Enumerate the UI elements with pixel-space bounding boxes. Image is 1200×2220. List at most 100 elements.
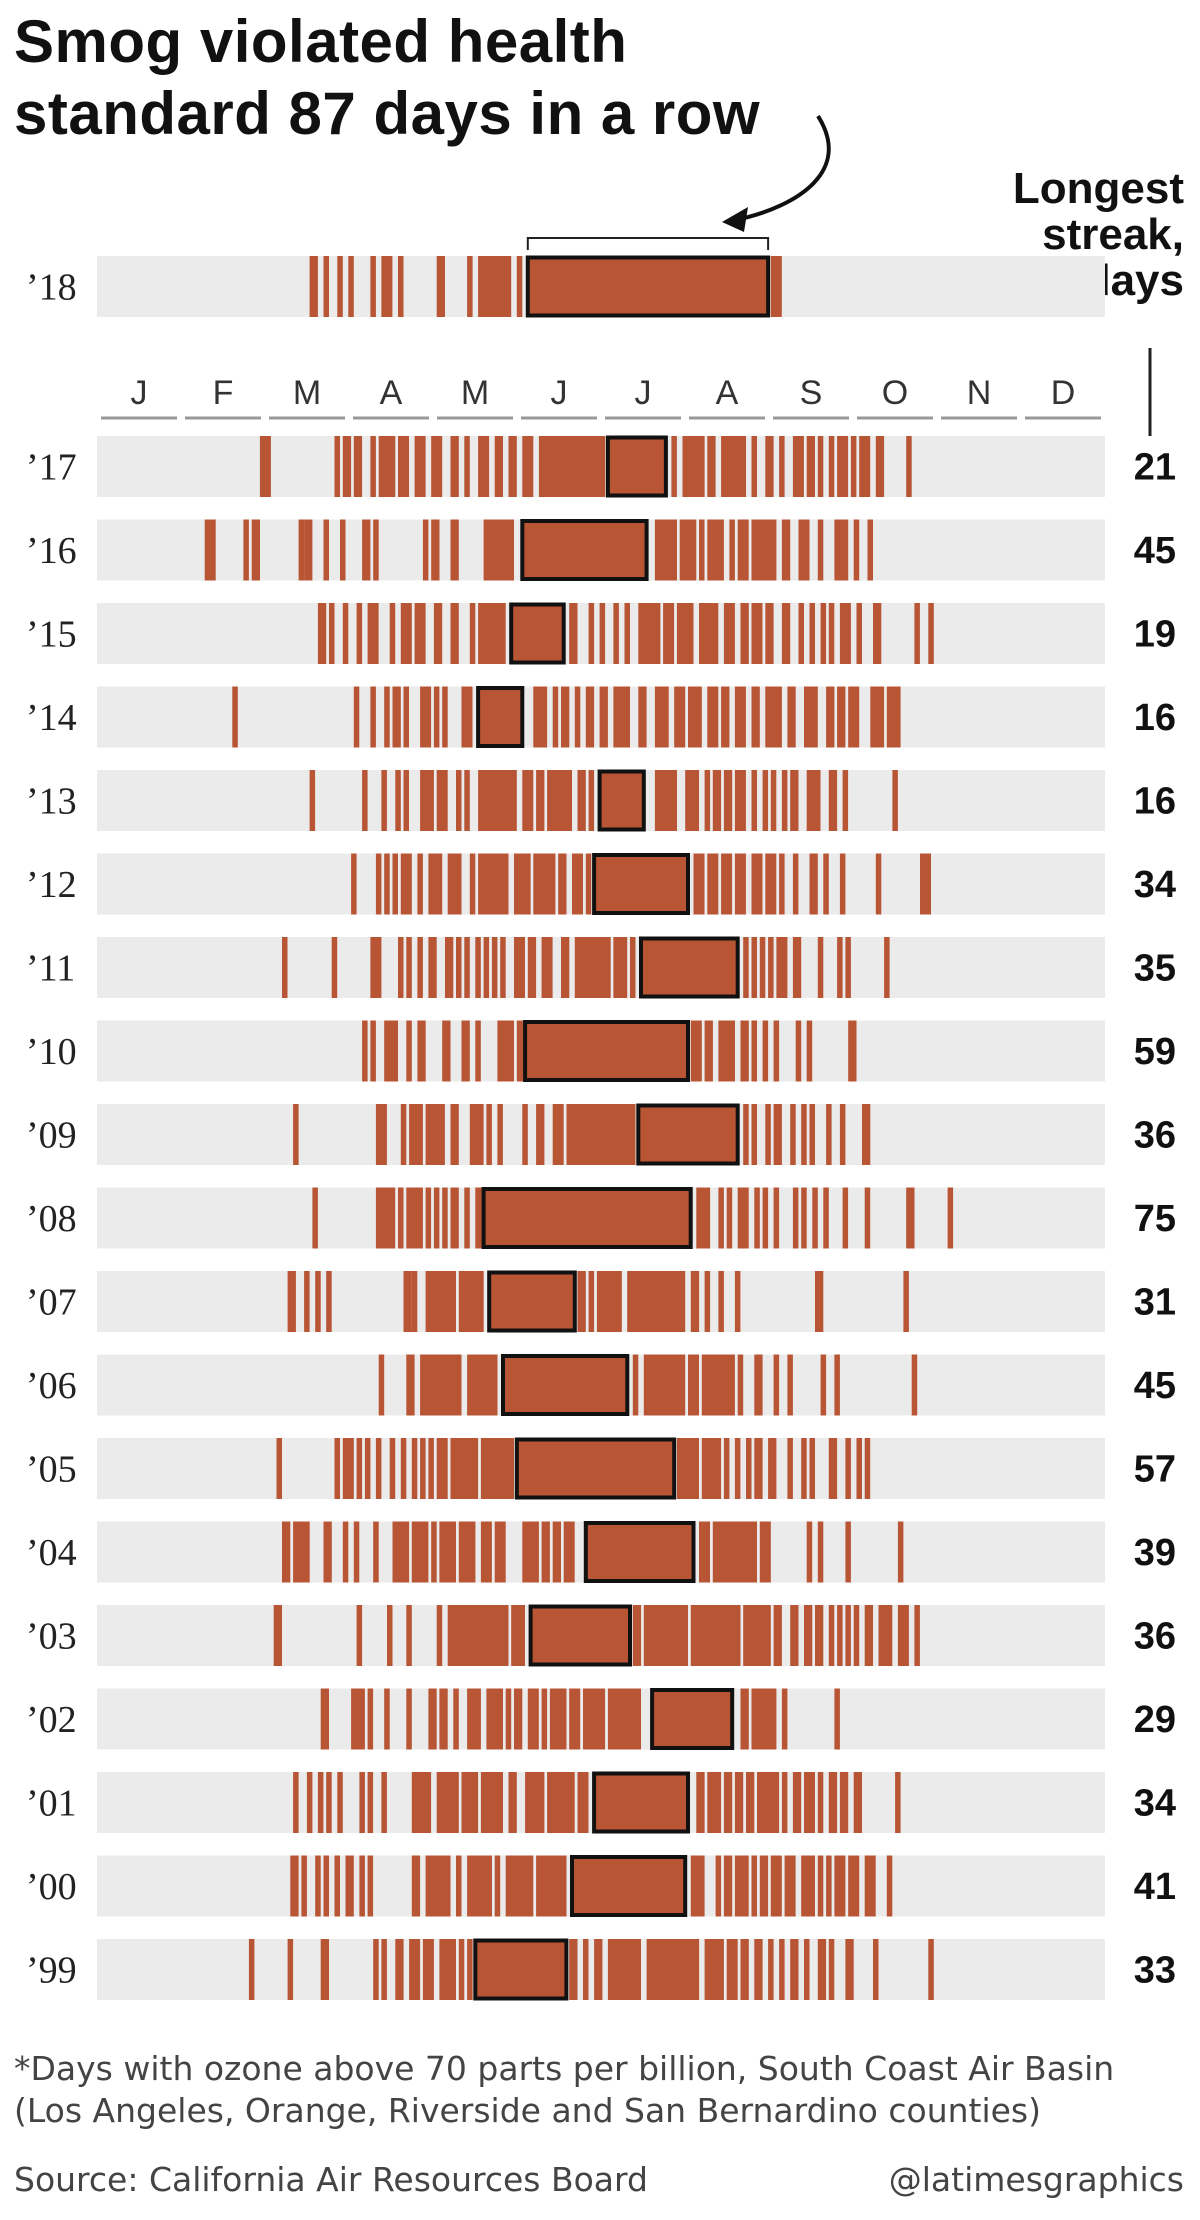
violation-bar xyxy=(704,770,711,831)
violation-bar xyxy=(848,1020,857,1082)
violation-bar xyxy=(428,1438,434,1499)
violation-bar xyxy=(287,1271,296,1332)
violation-bar xyxy=(422,519,429,581)
violation-bar xyxy=(403,1271,412,1332)
month-tick-label: M xyxy=(293,374,321,412)
violation-bar xyxy=(373,1939,379,2000)
year-label: ’99 xyxy=(26,1950,77,1992)
longest-streak-bar xyxy=(509,602,566,665)
violation-bar xyxy=(362,1020,368,1082)
violation-bar xyxy=(715,1855,722,1917)
violation-bar xyxy=(458,1271,484,1332)
violation-bar xyxy=(527,1688,539,1750)
violation-bar xyxy=(583,1688,606,1750)
violation-bar xyxy=(751,937,757,998)
violation-bar xyxy=(334,436,340,497)
violation-bar xyxy=(718,1271,724,1332)
violation-bar xyxy=(809,1104,815,1165)
violation-bar xyxy=(864,1605,873,1666)
violation-bar xyxy=(400,603,412,664)
violation-bar xyxy=(387,1605,393,1666)
violation-bar xyxy=(734,1772,744,1833)
violation-bar xyxy=(632,1605,642,1666)
violation-bar xyxy=(483,937,490,998)
violation-bar xyxy=(304,1271,310,1332)
year-label: ’17 xyxy=(26,447,77,489)
violation-bar xyxy=(654,686,669,748)
violation-bar xyxy=(693,853,705,915)
violation-bar xyxy=(282,937,288,998)
violation-bar xyxy=(751,1688,777,1750)
violation-bar xyxy=(704,1939,724,2000)
violation-bar xyxy=(878,1605,893,1666)
violation-bar xyxy=(792,937,802,998)
violation-bar xyxy=(375,1438,382,1499)
violation-bar xyxy=(500,937,506,998)
violation-bar xyxy=(370,436,376,497)
violation-bar xyxy=(420,1438,426,1499)
violation-bar xyxy=(522,436,534,497)
streak-value: 16 xyxy=(1134,781,1176,823)
violation-bar xyxy=(329,603,335,664)
violation-bar xyxy=(751,603,763,664)
violation-bar xyxy=(478,256,512,317)
violation-bar xyxy=(367,603,379,664)
violation-bar xyxy=(842,770,849,831)
violation-bar xyxy=(707,1772,722,1833)
violation-bar xyxy=(436,256,445,317)
violation-bar xyxy=(770,1855,782,1917)
streak-value: 75 xyxy=(1134,1198,1176,1240)
violation-bar xyxy=(809,1438,815,1499)
violation-bar xyxy=(373,1521,379,1583)
violation-bar xyxy=(342,1521,349,1583)
violation-bar xyxy=(765,436,774,497)
smog-timeline-chart: ’18 J F M A M J J A S O N D ’17 21 ’16 45 ’15 19 ’14 16 ’13 16… xyxy=(26,114,1176,2001)
violation-bar xyxy=(431,519,440,581)
violation-bar xyxy=(688,1354,699,1416)
violation-bar xyxy=(293,1772,299,1833)
violation-bar xyxy=(558,853,567,915)
violation-bar xyxy=(773,1020,780,1082)
violation-bar xyxy=(356,603,363,664)
violation-bar xyxy=(897,1605,909,1666)
violation-bar xyxy=(406,1688,412,1750)
violation-bar xyxy=(839,603,851,664)
violation-bar xyxy=(464,1187,470,1249)
violation-bar xyxy=(643,1605,688,1666)
streak-value: 57 xyxy=(1134,1449,1176,1491)
violation-bar xyxy=(839,853,846,915)
violation-bar xyxy=(403,686,409,748)
violation-bar xyxy=(406,1187,423,1249)
violation-bar xyxy=(817,1521,824,1583)
violation-bar xyxy=(875,853,882,915)
violation-bar xyxy=(320,1939,329,2000)
violation-bar xyxy=(442,1187,448,1249)
violation-bar xyxy=(723,1772,733,1833)
violation-bar xyxy=(792,436,804,497)
violation-bar xyxy=(323,1855,329,1917)
violation-bar xyxy=(588,1271,595,1332)
violation-bar xyxy=(538,436,606,497)
violation-bar xyxy=(826,686,835,748)
violation-bar xyxy=(787,1354,793,1416)
title-line-1: Smog violated health xyxy=(14,8,628,75)
violation-bar xyxy=(779,1939,785,2000)
violation-bar xyxy=(718,1020,735,1082)
violation-bar xyxy=(431,436,443,497)
violation-bar xyxy=(469,853,476,915)
longest-streak-bar xyxy=(592,853,690,915)
violation-bar xyxy=(792,1187,799,1249)
violation-bar xyxy=(784,1855,796,1917)
violation-bar xyxy=(483,519,514,581)
violation-bar xyxy=(541,1521,550,1583)
violation-bar xyxy=(411,1855,421,1917)
violation-bar xyxy=(312,1187,318,1249)
violation-bar xyxy=(398,1187,404,1249)
violation-bar xyxy=(315,1855,321,1917)
violation-bar xyxy=(699,519,705,581)
violation-bar xyxy=(525,1772,545,1833)
violation-bar xyxy=(293,1521,310,1583)
violation-bar xyxy=(588,770,595,831)
violation-bar xyxy=(243,519,249,581)
violation-bar xyxy=(516,1020,526,1082)
